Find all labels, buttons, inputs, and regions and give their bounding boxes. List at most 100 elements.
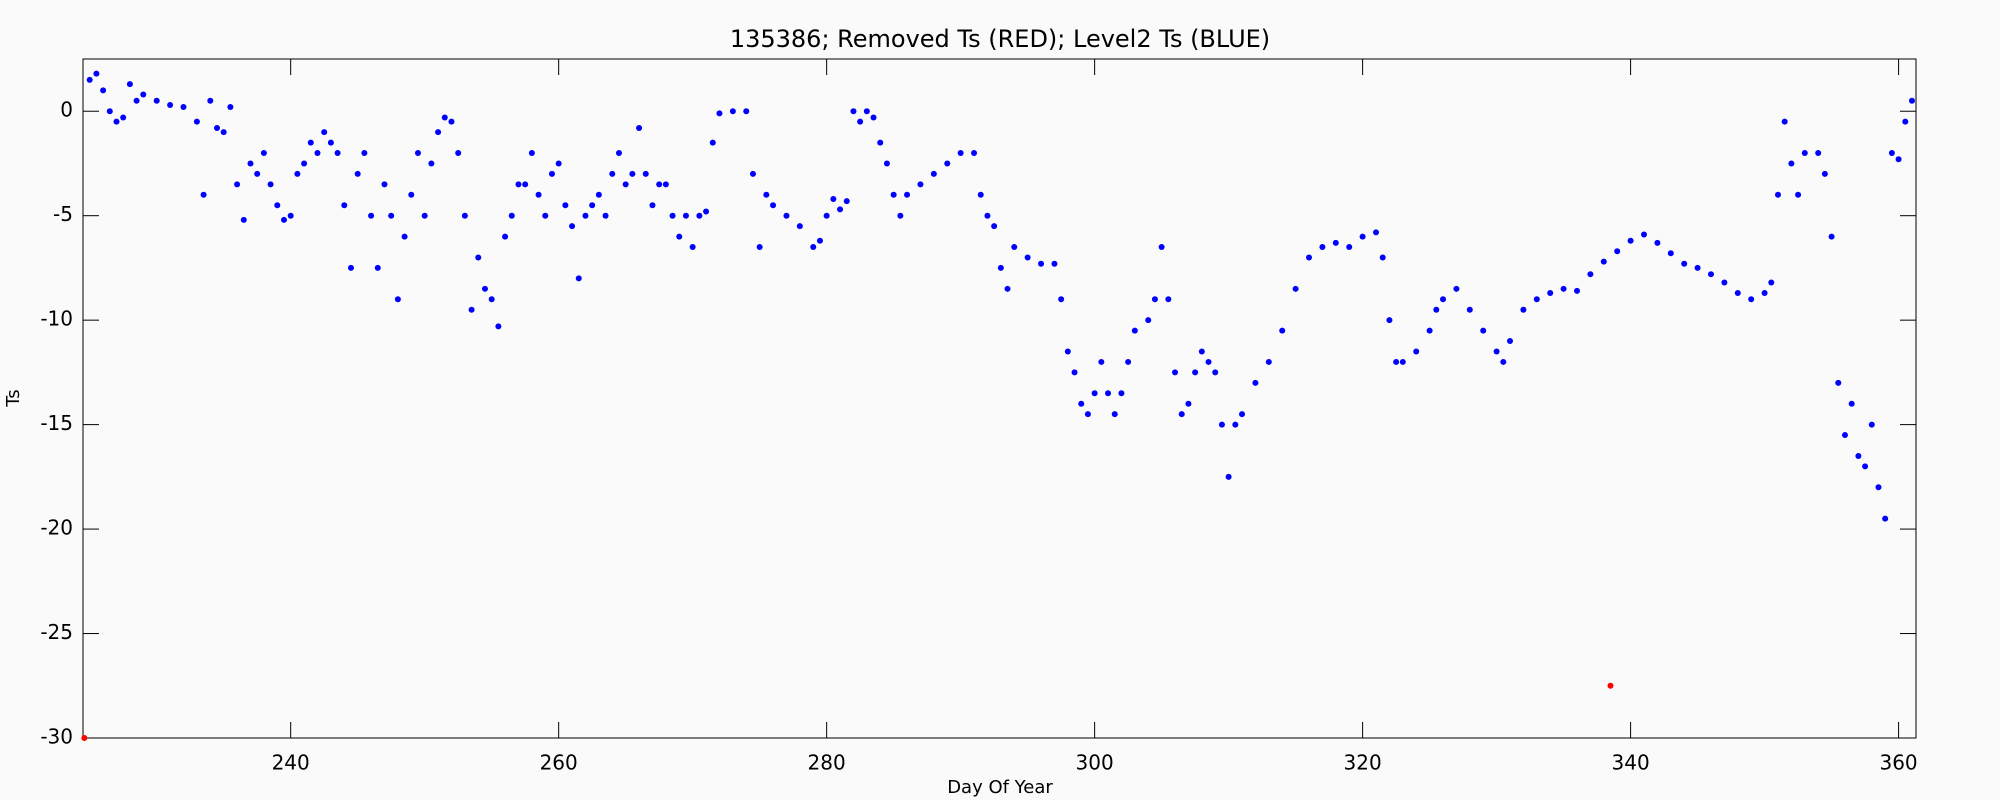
data-point <box>1795 191 1802 198</box>
data-point <box>441 114 448 121</box>
data-point <box>1587 271 1594 278</box>
data-point <box>555 160 562 167</box>
data-point <box>448 118 455 125</box>
data-point <box>1205 358 1212 365</box>
data-point <box>850 108 857 115</box>
data-point <box>709 139 716 146</box>
data-point <box>622 181 629 188</box>
data-point <box>1071 369 1078 376</box>
data-point <box>113 118 120 125</box>
y-axis-label: Ts <box>3 389 24 407</box>
data-point <box>863 108 870 115</box>
data-point <box>589 202 596 209</box>
data-point <box>1058 296 1065 303</box>
data-point <box>1426 327 1433 334</box>
data-point <box>1493 348 1500 355</box>
data-point <box>488 296 495 303</box>
data-point <box>1862 463 1869 470</box>
data-point <box>1084 411 1091 418</box>
data-point <box>1051 260 1058 267</box>
x-tick-label: 260 <box>540 751 578 775</box>
data-point <box>689 244 696 251</box>
x-tick-label: 340 <box>1612 751 1650 775</box>
data-point <box>254 170 261 177</box>
data-point <box>428 160 435 167</box>
data-point <box>314 150 321 157</box>
data-point <box>100 87 107 94</box>
data-point <box>1681 260 1688 267</box>
data-point <box>1064 348 1071 355</box>
data-point <box>1882 515 1889 522</box>
data-point <box>877 139 884 146</box>
data-point <box>515 181 522 188</box>
data-point <box>1902 118 1909 125</box>
data-point <box>421 212 428 219</box>
data-point <box>381 181 388 188</box>
data-point <box>1694 264 1701 271</box>
data-point <box>542 212 549 219</box>
data-point <box>341 202 348 209</box>
data-point <box>1507 338 1514 345</box>
data-point <box>522 181 529 188</box>
data-point <box>153 97 160 104</box>
data-point <box>662 181 669 188</box>
data-point <box>930 170 937 177</box>
y-tick-label: -30 <box>40 725 73 749</box>
data-point <box>301 160 308 167</box>
data-point <box>220 129 227 136</box>
y-tick-label: -15 <box>40 411 73 435</box>
data-point <box>562 202 569 209</box>
data-point <box>240 216 247 223</box>
data-point <box>247 160 254 167</box>
data-point <box>1640 231 1647 238</box>
data-point <box>991 223 998 230</box>
data-point <box>1004 285 1011 292</box>
data-point <box>636 124 643 131</box>
data-point <box>1011 244 1018 251</box>
data-point <box>1841 432 1848 439</box>
data-point <box>656 181 663 188</box>
data-point <box>1165 296 1172 303</box>
data-point <box>843 198 850 205</box>
data-point <box>629 170 636 177</box>
data-point <box>615 150 622 157</box>
data-point <box>749 170 756 177</box>
y-tick-label: -10 <box>40 307 73 331</box>
data-point <box>883 160 890 167</box>
data-point <box>260 150 267 157</box>
data-point <box>435 129 442 136</box>
data-point <box>1346 244 1353 251</box>
data-point <box>193 118 200 125</box>
data-point <box>1145 317 1152 324</box>
data-point <box>280 216 287 223</box>
data-point <box>823 212 830 219</box>
data-point <box>1875 484 1882 491</box>
data-point <box>1118 390 1125 397</box>
data-point <box>1399 358 1406 365</box>
data-point <box>461 212 468 219</box>
data-point <box>234 181 241 188</box>
data-point <box>816 237 823 244</box>
data-point <box>1774 191 1781 198</box>
data-point <box>1319 244 1326 251</box>
data-point <box>133 97 140 104</box>
data-point <box>857 118 864 125</box>
data-point <box>1667 250 1674 257</box>
data-point <box>1198 348 1205 355</box>
data-point <box>971 150 978 157</box>
data-point <box>1038 260 1045 267</box>
data-point <box>1239 411 1246 418</box>
data-point <box>575 275 582 282</box>
data-point <box>1788 160 1795 167</box>
data-point <box>743 108 750 115</box>
data-point <box>401 233 408 240</box>
data-point <box>408 191 415 198</box>
data-point <box>1111 411 1118 418</box>
data-point <box>1024 254 1031 261</box>
data-point <box>1781 118 1788 125</box>
data-point <box>1520 306 1527 313</box>
data-point <box>1627 237 1634 244</box>
data-point <box>1178 411 1185 418</box>
data-point <box>703 208 710 215</box>
